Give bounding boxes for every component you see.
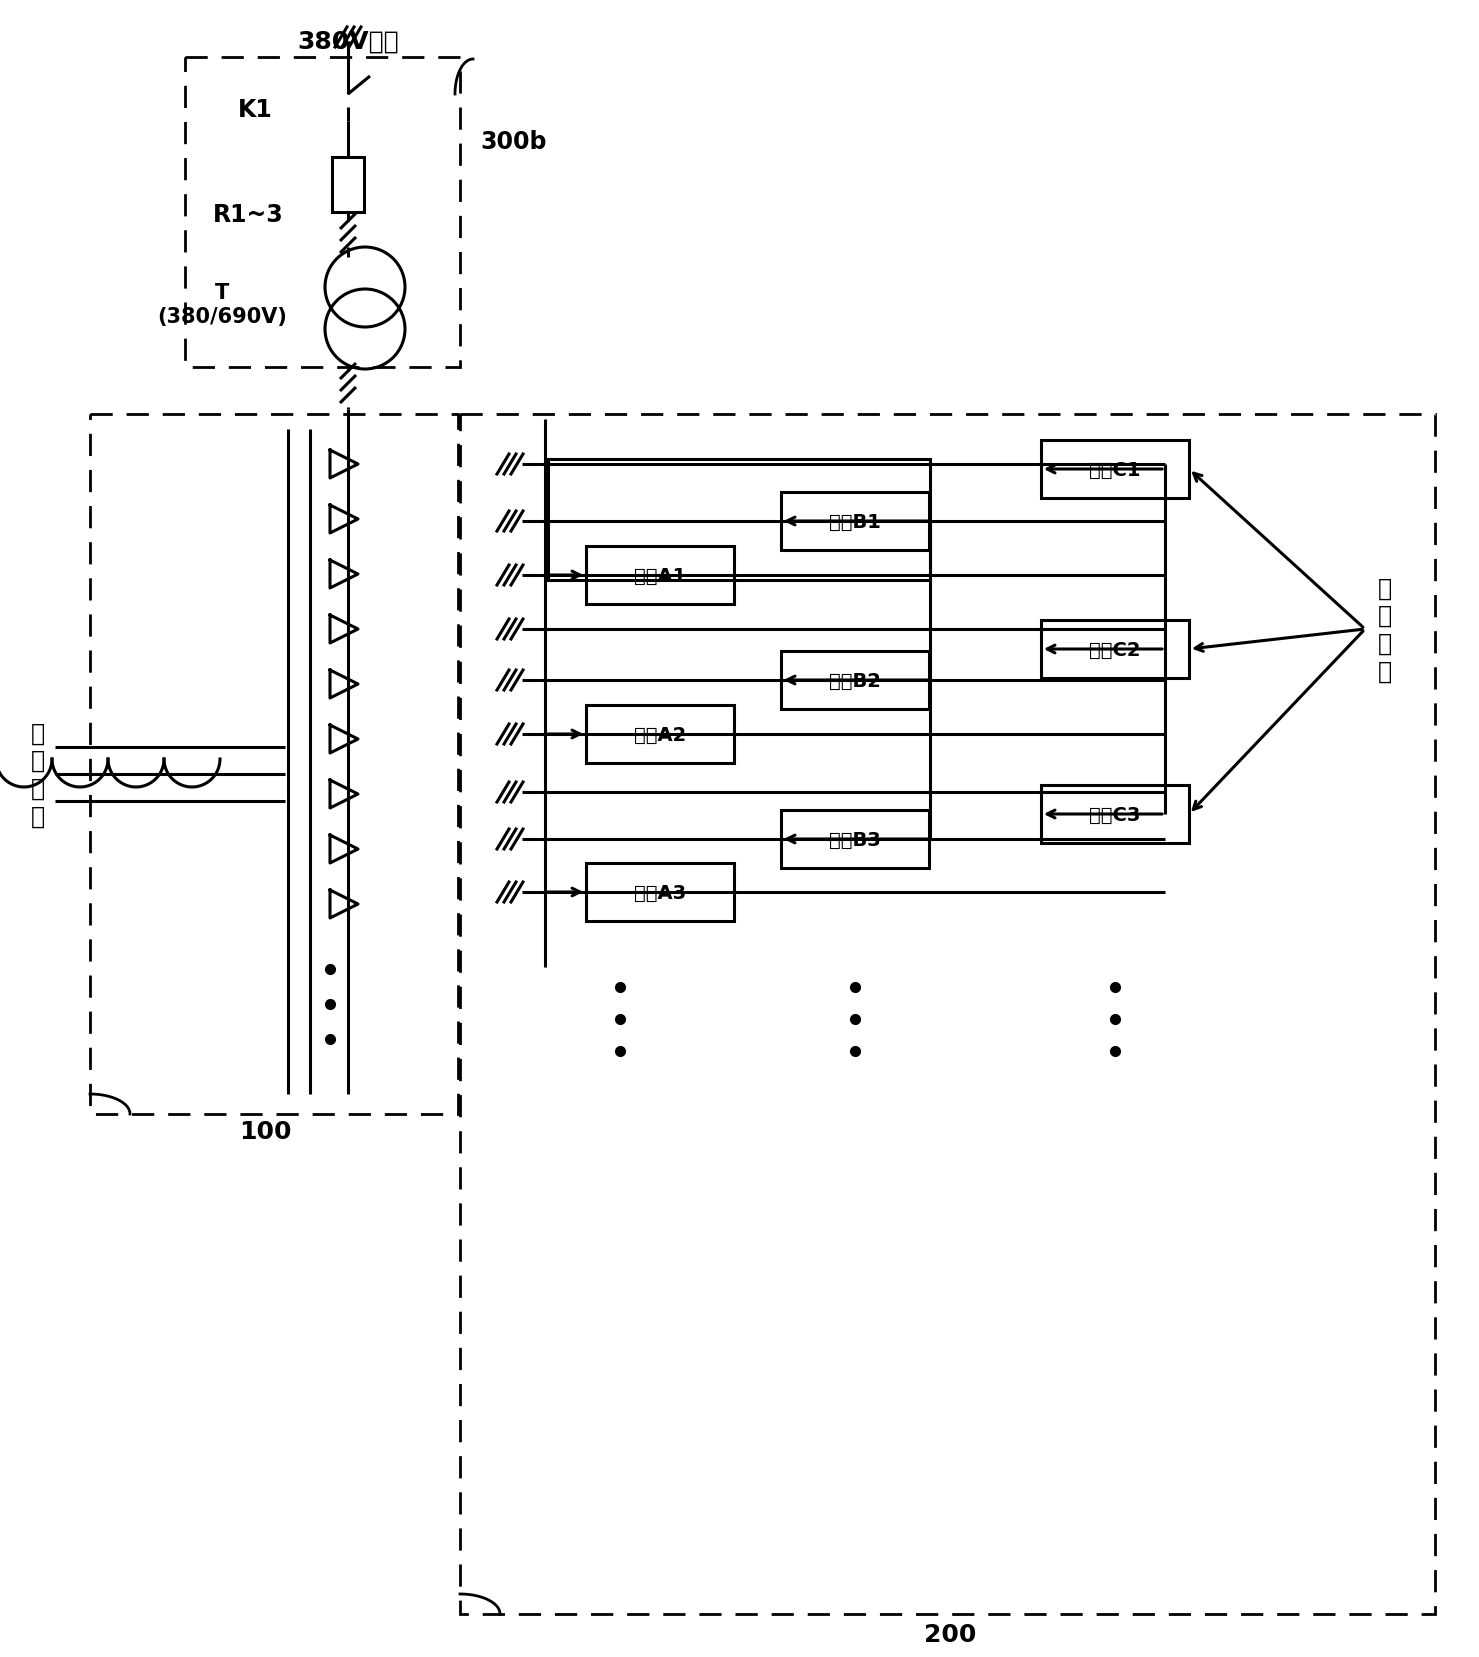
Bar xyxy=(586,863,734,921)
Text: 单元A1: 单元A1 xyxy=(634,567,686,585)
Bar xyxy=(549,459,930,580)
Text: 单元C1: 单元C1 xyxy=(1089,461,1140,479)
Text: 单元B3: 单元B3 xyxy=(830,830,881,848)
Bar xyxy=(1041,621,1189,679)
Text: 300b: 300b xyxy=(481,129,547,154)
Text: 单元C3: 单元C3 xyxy=(1090,805,1140,824)
Bar xyxy=(1041,785,1189,843)
Bar xyxy=(331,157,364,212)
Text: 200: 200 xyxy=(924,1622,976,1645)
Text: 单元B1: 单元B1 xyxy=(830,512,881,532)
Bar xyxy=(586,706,734,764)
Text: 单元C2: 单元C2 xyxy=(1089,640,1140,659)
Bar xyxy=(586,547,734,605)
Bar xyxy=(185,58,460,368)
Bar xyxy=(1041,441,1189,499)
Bar xyxy=(781,492,929,550)
Text: K1: K1 xyxy=(238,98,272,123)
Text: T
(380/690V): T (380/690V) xyxy=(157,283,287,326)
Bar xyxy=(90,414,458,1114)
Text: 100: 100 xyxy=(238,1120,291,1143)
Text: 380V电源: 380V电源 xyxy=(297,30,399,55)
Text: 单元A3: 单元A3 xyxy=(634,883,686,901)
Text: 中
压
输
入: 中 压 输 入 xyxy=(31,721,44,828)
Text: 单元A2: 单元A2 xyxy=(634,726,686,744)
Bar xyxy=(781,810,929,868)
Text: R1~3: R1~3 xyxy=(213,202,284,227)
Bar xyxy=(781,651,929,709)
Text: 功
率
单
元: 功 率 单 元 xyxy=(1378,577,1392,683)
Bar xyxy=(460,414,1435,1614)
Text: 单元B2: 单元B2 xyxy=(830,671,881,689)
